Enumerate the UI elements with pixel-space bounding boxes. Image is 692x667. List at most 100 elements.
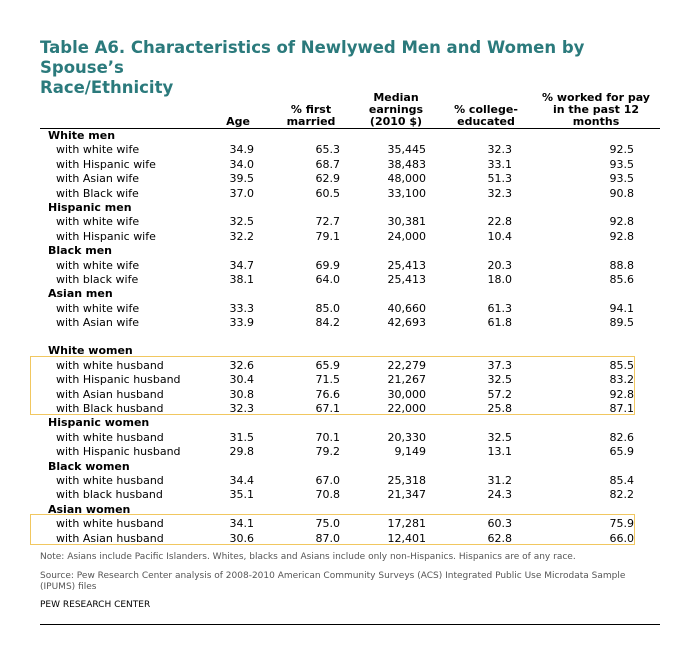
- table-row: with white husband 34.4 67.0 25,318 31.2 85.4: [40, 474, 660, 488]
- cell-first-married: 79.2: [315, 445, 341, 459]
- row-label: with black husband: [56, 488, 163, 502]
- cell-first-married: 87.0: [315, 531, 341, 545]
- group-label: Hispanic women: [48, 416, 150, 430]
- cell-worked-for-pay: 87.1: [609, 402, 635, 416]
- cell-worked-for-pay: 85.5: [609, 358, 635, 372]
- cell-worked-for-pay: 94.1: [609, 301, 635, 315]
- table-row: with Hispanic husband 30.4 71.5 21,267 32.5 8…: [40, 373, 660, 387]
- cell-median-earnings: 25,413: [387, 258, 427, 272]
- group-label: Hispanic men: [48, 200, 132, 214]
- cell-college-educated: 51.3: [487, 172, 513, 186]
- cell-age: 29.8: [229, 445, 255, 459]
- cell-worked-for-pay: 89.5: [609, 316, 635, 330]
- table-row: with Asian husband 30.8 76.6 30,000 57.2 92.8: [40, 388, 660, 402]
- cell-first-married: 72.7: [315, 215, 341, 229]
- row-label: with white wife: [56, 301, 140, 315]
- row-label: with white husband: [56, 358, 164, 372]
- cell-age: 34.4: [229, 473, 255, 487]
- row-label: with Hispanic husband: [56, 445, 181, 459]
- col-header-worked-for-pay: % worked for pay in the past 12 months: [542, 91, 650, 128]
- cell-first-married: 85.0: [315, 301, 341, 315]
- group-label: Black women: [48, 459, 130, 473]
- cell-median-earnings: 21,267: [387, 373, 427, 387]
- table-note: Note: Asians include Pacific Islanders. …: [40, 552, 576, 562]
- cell-college-educated: 18.0: [487, 272, 513, 286]
- cell-age: 30.4: [229, 373, 255, 387]
- table-row: with Hispanic wife 34.0 68.7 38,483 33.1 93.5: [40, 158, 660, 172]
- cell-college-educated: 57.2: [487, 387, 513, 401]
- cell-college-educated: 60.3: [487, 517, 513, 531]
- cell-worked-for-pay: 88.8: [609, 258, 635, 272]
- row-label: with Black wife: [56, 186, 139, 200]
- cell-median-earnings: 25,318: [387, 473, 427, 487]
- cell-age: 38.1: [229, 272, 255, 286]
- cell-college-educated: 37.3: [487, 358, 513, 372]
- table-row: with white wife 32.5 72.7 30,381 22.8 92.8: [40, 215, 660, 229]
- group-label: Asian men: [48, 287, 113, 301]
- cell-worked-for-pay: 92.8: [609, 387, 635, 401]
- group-header-row: Asian men: [40, 287, 660, 301]
- table-row: with Hispanic wife 32.2 79.1 24,000 10.4 92.8: [40, 230, 660, 244]
- cell-age: 32.6: [229, 358, 255, 372]
- cell-median-earnings: 30,000: [387, 387, 427, 401]
- cell-worked-for-pay: 85.4: [609, 473, 635, 487]
- table-row: with Black husband 32.3 67.1 22,000 25.8 87.1: [40, 402, 660, 416]
- table-header: Age % first married Median earnings (201…: [40, 88, 660, 128]
- header-rule: [40, 128, 660, 129]
- cell-age: 34.7: [229, 258, 255, 272]
- cell-college-educated: 13.1: [487, 445, 513, 459]
- cell-first-married: 65.3: [315, 143, 341, 157]
- group-label: White men: [48, 129, 116, 142]
- cell-median-earnings: 12,401: [387, 531, 427, 545]
- table-row: with white wife 34.7 69.9 25,413 20.3 88.8: [40, 259, 660, 273]
- cell-college-educated: 25.8: [487, 402, 513, 416]
- cell-age: 34.1: [229, 517, 255, 531]
- cell-median-earnings: 33,100: [387, 186, 427, 200]
- group-header-row: White women: [40, 344, 660, 358]
- cell-age: 30.8: [229, 387, 255, 401]
- cell-college-educated: 32.5: [487, 373, 513, 387]
- cell-college-educated: 31.2: [487, 473, 513, 487]
- cell-college-educated: 10.4: [487, 229, 513, 243]
- cell-median-earnings: 25,413: [387, 272, 427, 286]
- cell-worked-for-pay: 82.2: [609, 488, 635, 502]
- cell-age: 34.9: [229, 143, 255, 157]
- col-header-college-educated: % college- educated: [454, 103, 518, 128]
- table-row: with white husband 34.1 75.0 17,281 60.3 75.9: [40, 517, 660, 531]
- cell-age: 33.3: [229, 301, 255, 315]
- cell-worked-for-pay: 82.6: [609, 430, 635, 444]
- table-row: with black husband 35.1 70.8 21,347 24.3 82.2: [40, 488, 660, 502]
- cell-worked-for-pay: 93.5: [609, 157, 635, 171]
- cell-median-earnings: 21,347: [387, 488, 427, 502]
- cell-first-married: 60.5: [315, 186, 341, 200]
- cell-first-married: 67.1: [315, 402, 341, 416]
- bottom-rule: [40, 624, 660, 625]
- cell-first-married: 69.9: [315, 258, 341, 272]
- cell-college-educated: 22.8: [487, 215, 513, 229]
- col-header-median-earnings: Median earnings (2010 $): [368, 91, 424, 128]
- row-label: with Asian wife: [56, 172, 140, 186]
- cell-age: 32.5: [229, 215, 255, 229]
- cell-worked-for-pay: 83.2: [609, 373, 635, 387]
- cell-worked-for-pay: 75.9: [609, 517, 635, 531]
- cell-first-married: 65.9: [315, 358, 341, 372]
- row-label: with white husband: [56, 430, 164, 444]
- cell-median-earnings: 20,330: [387, 430, 427, 444]
- row-label: with white wife: [56, 258, 140, 272]
- cell-college-educated: 61.3: [487, 301, 513, 315]
- cell-age: 31.5: [229, 430, 255, 444]
- cell-first-married: 79.1: [315, 229, 341, 243]
- col-header-age: Age: [226, 115, 250, 128]
- cell-first-married: 70.8: [315, 488, 341, 502]
- cell-median-earnings: 9,149: [394, 445, 427, 459]
- cell-first-married: 84.2: [315, 316, 341, 330]
- table-title: Table A6. Characteristics of Newlywed Me…: [40, 38, 660, 98]
- data-table: Age % first married Median earnings (201…: [40, 88, 660, 545]
- highlight-asian-women: [30, 514, 635, 545]
- group-header-row: Black men: [40, 244, 660, 258]
- cell-age: 34.0: [229, 157, 255, 171]
- group-header-row: Black women: [40, 460, 660, 474]
- col-header-first-married: % first married: [286, 103, 336, 128]
- cell-college-educated: 62.8: [487, 531, 513, 545]
- row-label: with Hispanic wife: [56, 157, 156, 171]
